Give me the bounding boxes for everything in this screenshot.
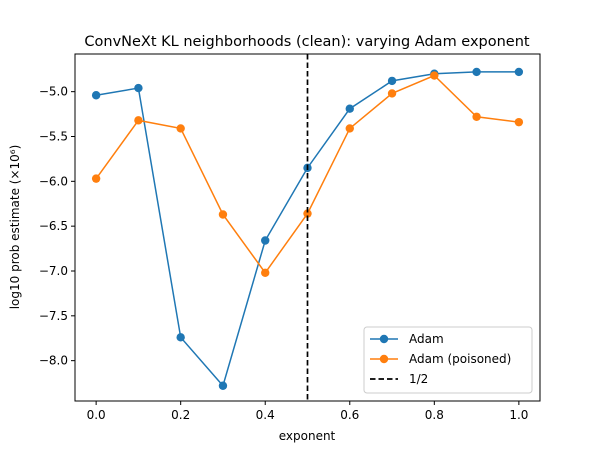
x-tick-label: 0.8 [425, 408, 444, 422]
plot-area [91, 54, 524, 401]
data-point [218, 381, 228, 390]
y-tick-label: −7.0 [39, 264, 68, 278]
data-point [430, 71, 439, 80]
data-point [176, 333, 185, 342]
legend-label: Adam [409, 332, 444, 346]
data-point [261, 236, 270, 245]
axes-frame [74, 53, 541, 402]
data-point [514, 117, 524, 127]
x-tick-label: 1.0 [509, 408, 528, 422]
data-point [472, 67, 481, 77]
legend-label: Adam (poisoned) [409, 352, 511, 366]
y-tick-label: −7.5 [39, 309, 68, 323]
data-point [345, 104, 354, 113]
data-point [261, 268, 270, 277]
data-point [134, 116, 143, 125]
data-point [345, 124, 354, 133]
y-axis-label: log10 prob estimate (×10⁶) [8, 145, 22, 310]
x-tick-label: 0.4 [256, 408, 275, 422]
data-point [91, 91, 101, 100]
legend-box [363, 326, 533, 394]
y-tick-label: −6.5 [39, 219, 68, 233]
x-tick-label: 0.6 [340, 408, 359, 422]
data-point [387, 89, 397, 98]
y-tick-label: −6.0 [39, 174, 68, 188]
y-tick-label: −5.5 [39, 129, 68, 143]
data-point [176, 124, 185, 133]
legend-marker [379, 334, 389, 344]
x-axis: 0.0 0.2 0.4 0.6 0.8 1.0 [87, 401, 528, 422]
data-point [472, 112, 481, 121]
y-tick-label: −8.0 [39, 354, 68, 368]
y-axis: −5.0 −5.5 −6.0 −6.5 −7.0 −7.5 −8.0 [39, 85, 75, 368]
x-tick-label: 0.0 [87, 408, 106, 422]
data-point [218, 210, 228, 219]
legend: Adam Adam (poisoned) 1/2 [363, 326, 533, 394]
x-axis-label: exponent [279, 429, 336, 443]
data-point [387, 76, 397, 86]
data-point [134, 83, 143, 93]
chart-title: ConvNeXt KL neighborhoods (clean): varyi… [84, 34, 530, 50]
legend-label: 1/2 [409, 372, 428, 386]
legend-marker [379, 354, 389, 364]
x-tick-label: 0.2 [171, 408, 190, 422]
data-point [91, 174, 101, 183]
y-tick-label: −5.0 [39, 85, 68, 99]
data-point [514, 67, 524, 77]
data-point [303, 209, 312, 218]
